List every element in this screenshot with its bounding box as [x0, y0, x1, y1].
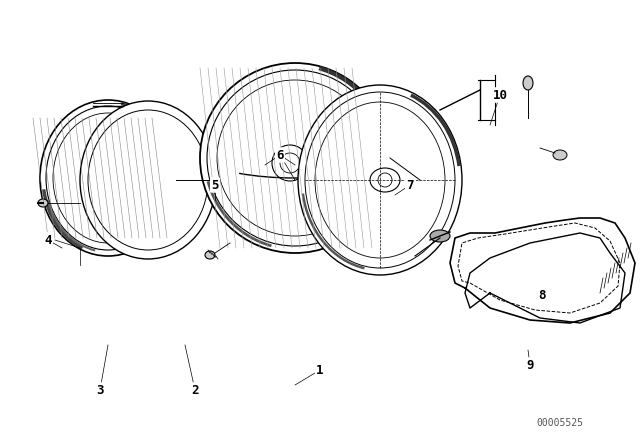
Text: 4: 4 — [44, 233, 52, 246]
Text: 5: 5 — [211, 178, 219, 191]
Ellipse shape — [205, 251, 215, 259]
Text: 10: 10 — [493, 89, 508, 102]
Text: 6: 6 — [276, 148, 284, 161]
Ellipse shape — [523, 76, 533, 90]
Ellipse shape — [298, 85, 462, 275]
Circle shape — [200, 63, 390, 253]
Text: 7: 7 — [406, 178, 413, 191]
Text: 1: 1 — [316, 363, 324, 376]
Ellipse shape — [38, 199, 48, 207]
Text: 2: 2 — [191, 383, 199, 396]
Ellipse shape — [40, 100, 176, 256]
Ellipse shape — [553, 150, 567, 160]
Text: 8: 8 — [538, 289, 546, 302]
Text: 9: 9 — [526, 358, 534, 371]
Text: 00005525: 00005525 — [536, 418, 584, 428]
Ellipse shape — [430, 230, 450, 242]
Text: 3: 3 — [96, 383, 104, 396]
Ellipse shape — [80, 101, 216, 259]
